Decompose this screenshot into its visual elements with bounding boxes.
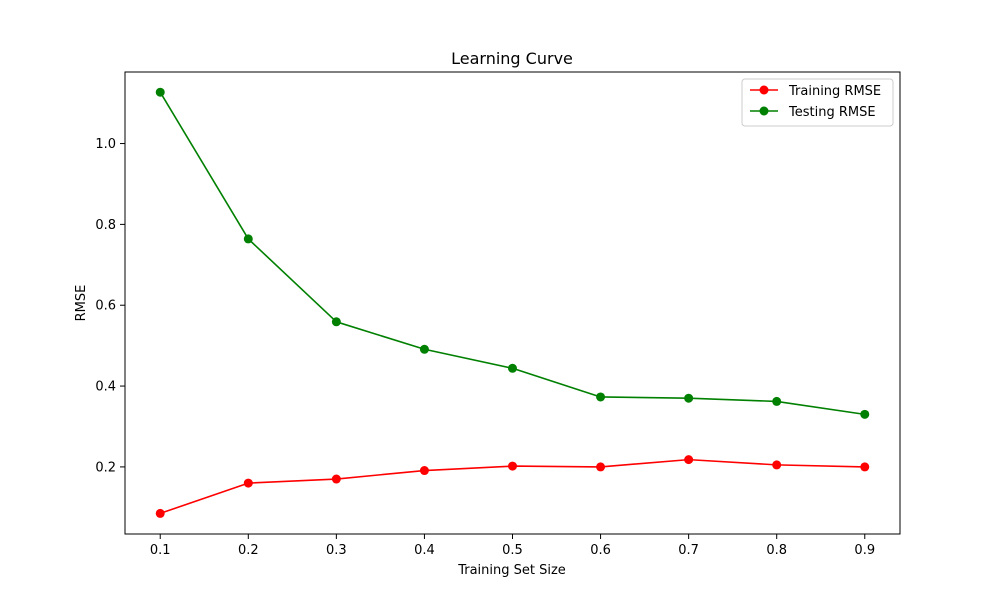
legend-box [741,78,894,127]
testing-rmse-point [155,87,165,97]
x-tick-label: 0.2 [238,543,259,558]
y-tick-label: 0.6 [95,299,116,314]
x-tick-label: 0.4 [414,543,435,558]
plot-marks [155,87,870,518]
training-rmse-point [243,478,253,488]
x-tick-label: 0.5 [502,543,523,558]
testing-rmse-point [331,317,341,327]
y-tick-label: 0.4 [95,380,116,395]
x-tick-label: 0.6 [590,543,611,558]
legend: Training RMSE Testing RMSE [741,78,894,127]
training-rmse-point [155,508,165,518]
training-rmse-point [596,462,606,472]
x-axis-ticks: 0.1 0.2 0.3 0.4 0.5 0.6 0.7 0.8 0.9 [150,534,875,558]
y-tick-label: 0.8 [95,218,116,233]
x-tick-label: 0.3 [326,543,347,558]
testing-rmse-point [243,234,253,244]
x-axis-label: Training Set Size [457,563,566,578]
x-tick-label: 0.8 [766,543,787,558]
training-rmse-point [772,460,782,470]
legend-label-testing: Testing RMSE [788,105,876,120]
y-tick-label: 0.2 [95,460,116,475]
y-tick-label: 1.0 [95,137,116,152]
training-rmse-point [860,462,870,472]
chart-title: Learning Curve [451,49,573,68]
training-rmse-point [331,474,341,484]
x-tick-label: 0.9 [854,543,875,558]
testing-rmse-point [596,392,606,402]
x-tick-label: 0.1 [150,543,171,558]
training-rmse-point [419,466,429,476]
testing-rmse-point [508,363,517,373]
y-axis-label: RMSE [74,285,89,322]
legend-marker-training [759,85,769,95]
testing-rmse-point [772,396,782,406]
training-rmse-point [684,455,694,465]
testing-rmse-point [419,344,429,354]
legend-label-training: Training RMSE [788,84,881,99]
y-axis-ticks: 0.2 0.4 0.6 0.8 1.0 [95,137,125,475]
x-tick-label: 0.7 [678,543,699,558]
training-rmse-point [508,461,517,471]
testing-rmse-point [860,409,870,419]
testing-rmse-point [684,393,694,403]
legend-marker-testing [759,106,769,116]
